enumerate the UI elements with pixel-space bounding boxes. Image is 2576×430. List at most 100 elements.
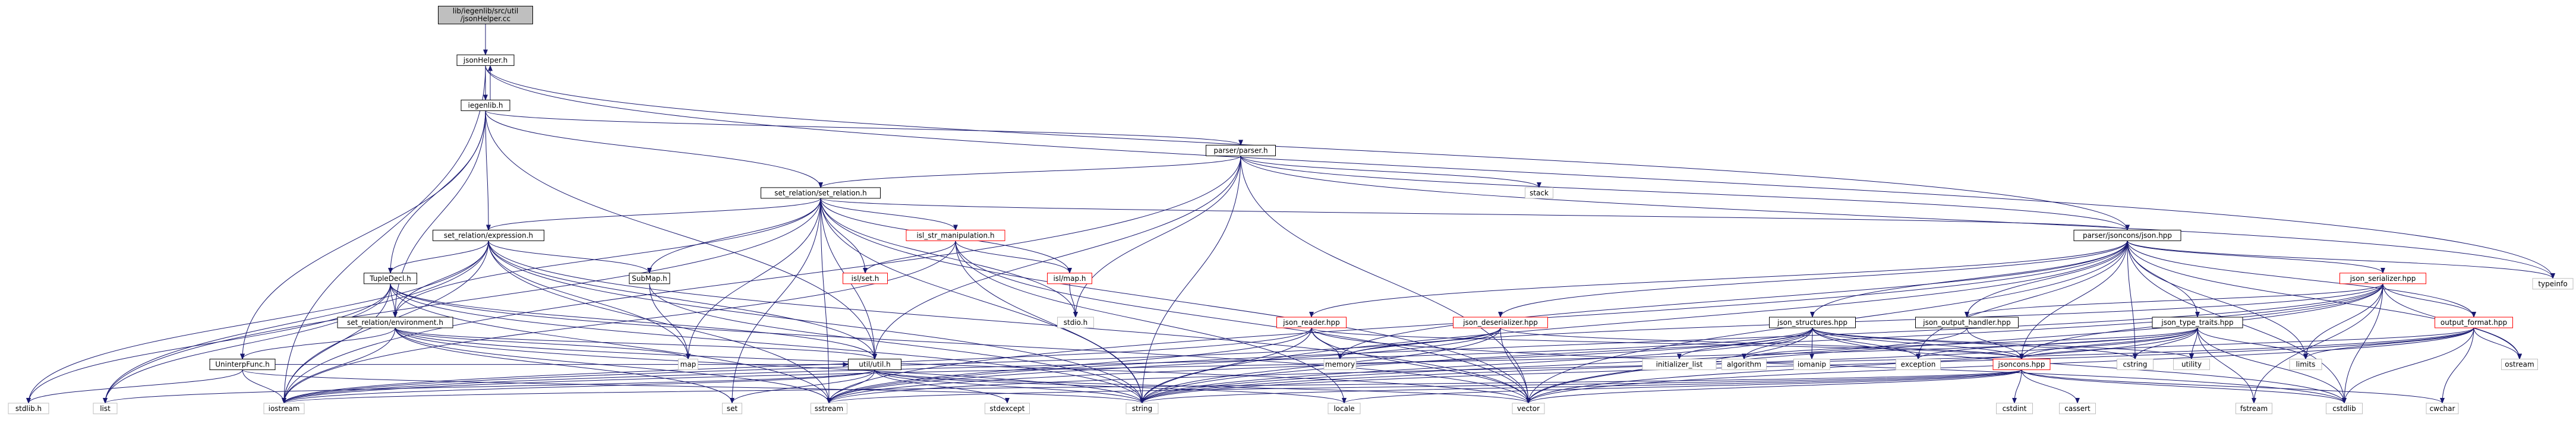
node-label: utility [2181,361,2202,369]
node-json-reader-hpp[interactable]: json_reader.hpp [1276,317,1347,328]
edge-set_relation_h-to-expression_h [486,198,821,231]
node-exception[interactable]: exception [1896,359,1941,371]
edge-output_format_hpp-to-ostream [2473,327,2522,360]
edge-jsoncons_hpp-to-vector [1526,369,2022,404]
edge-expression_h-to-vector [488,241,1531,404]
node-stdio-h[interactable]: stdio.h [1057,317,1094,328]
node-vector[interactable]: vector [1512,403,1545,415]
node-ostream[interactable]: ostream [2501,359,2538,371]
edge-util_h-to-vector [874,369,1531,404]
node-stdlib-h[interactable]: stdlib.h [8,403,49,415]
node-uninterpfunc-h[interactable]: UninterpFunc.h [209,359,276,371]
node-cstdlib[interactable]: cstdlib [2326,403,2363,415]
node-label: stdexcept [990,404,1025,413]
node-set[interactable]: set [722,403,742,415]
node-expression-h[interactable]: set_relation/expression.h [433,229,544,241]
edge-environment_h-to-string [395,327,1144,404]
node-json-output-handler-hpp[interactable]: json_output_handler.hpp [1915,317,2019,328]
node-memory[interactable]: memory [1323,359,1357,371]
node-cstring[interactable]: cstring [2117,359,2154,371]
node-submap-h[interactable]: SubMap.h [629,273,670,284]
edge-expression_h-to-submap_h [488,241,652,274]
edge-isl_map_h-to-stdio_h [1069,283,1078,318]
node-label: stdlib.h [15,404,42,413]
node-environment-h[interactable]: set_relation/environment.h [337,317,453,328]
edge-json_serializer_hpp-to-fstream [2252,283,2383,404]
edge-json_hpp-to-limits [2127,241,2308,360]
node-isl-set-h[interactable]: isl/set.h [843,273,888,284]
node-parser-h[interactable]: parser/parser.h [1206,144,1276,156]
edge-iegenlib_h-to-uninterpfunc_h [240,110,486,360]
node-box [1047,273,1092,284]
node-box [1125,403,1159,415]
node-root[interactable]: lib/iegenlib/src/util/jsonHelper.cc [438,5,533,24]
node-jsoncons-hpp[interactable]: jsoncons.hpp [1992,359,2051,371]
node-box [1896,359,1941,371]
edge-json_structures_hpp-to-cstdlib [1812,327,2347,404]
node-stdexcept[interactable]: stdexcept [985,403,1030,415]
node-locale[interactable]: locale [1328,403,1361,415]
node-sstream[interactable]: sstream [811,403,847,415]
edge-json_hpp-to-cstring [2127,241,2137,360]
edge-tupledecl_h-to-string [390,283,1144,404]
node-label: jsonHelper.h [463,56,508,64]
node-tupledecl-h[interactable]: TupleDecl.h [364,273,417,284]
graph-nodes: lib/iegenlib/src/util/jsonHelper.cc jsonH… [8,5,2574,415]
node-map[interactable]: map [678,359,698,371]
node-label: SubMap.h [632,274,667,283]
node-initializer-list[interactable]: initializer_list [1642,359,1717,371]
node-box [433,229,544,241]
dependency-edges [26,24,2555,404]
node-json-serializer-hpp[interactable]: json_serializer.hpp [2339,273,2426,284]
node-json-structures-hpp[interactable]: json_structures.hpp [1769,317,1856,328]
node-isl-map-h[interactable]: isl/map.h [1047,273,1092,284]
node-algorithm[interactable]: algorithm [1721,359,1767,371]
node-label: exception [1901,361,1936,369]
node-cstdint[interactable]: cstdint [1996,403,2033,415]
node-json-hpp[interactable]: parser/jsoncons/json.hpp [2073,229,2181,241]
node-iomanip[interactable]: iomanip [1793,359,1830,371]
node-set-relation-h[interactable]: set_relation/set_relation.h [761,187,881,199]
node-utility[interactable]: utility [2173,359,2210,371]
edge-json_serializer_hpp-to-vector [1526,283,2383,404]
edge-util_h-to-string [874,369,1144,404]
node-iostream[interactable]: iostream [263,403,305,415]
edge-json_structures_hpp-to-jsoncons_hpp [1812,327,2024,360]
node-json-deserializer-hpp[interactable]: json_deserializer.hpp [1453,317,1548,328]
edge-json_deserializer_hpp-to-vector [1500,327,1531,404]
node-cassert[interactable]: cassert [2059,403,2096,415]
node-limits[interactable]: limits [2289,359,2322,371]
node-cwchar[interactable]: cwchar [2426,403,2459,415]
edge-json_type_traits_hpp-to-fstream [2197,327,2256,404]
edge-json_hpp-to-json_output_handler_hpp [1965,241,2128,318]
node-box [461,99,510,111]
edge-json_reader_hpp-to-vector [1311,327,1531,404]
node-fstream[interactable]: fstream [2236,403,2272,415]
node-stack[interactable]: stack [1525,187,1553,199]
node-label: json_deserializer.hpp [1462,318,1538,327]
node-output-format-hpp[interactable]: output_format.hpp [2435,317,2513,328]
node-label: cwchar [2430,404,2455,413]
node-string[interactable]: string [1125,403,1159,415]
edge-util_h-to-iostream [282,369,875,404]
node-label: list [100,404,111,413]
node-label: vector [1517,404,1540,413]
node-typeinfo[interactable]: typeinfo [2532,278,2574,290]
node-label: json_type_traits.hpp [2161,318,2233,327]
node-isl-str-manip-h[interactable]: isl_str_manipulation.h [906,229,1005,241]
node-label: cassert [2064,404,2091,413]
edge-isl_str_manip_h-to-iostream [282,241,956,404]
node-util-h[interactable]: util/util.h [848,359,901,371]
edge-submap_h-to-string [649,283,1144,404]
node-jsonhelper-h[interactable]: jsonHelper.h [456,54,515,66]
edge-json_serializer_hpp-to-string [1140,283,2383,404]
edge-jsoncons_hpp-to-string [1140,369,2022,404]
node-iegenlib-h[interactable]: iegenlib.h [461,99,510,111]
node-json-type-traits-hpp[interactable]: json_type_traits.hpp [2152,317,2243,328]
node-box [1276,317,1347,328]
node-label: sstream [815,404,843,413]
node-list[interactable]: list [93,403,118,415]
edge-jsoncons_hpp-to-sstream [827,369,2022,404]
edge-json_serializer_hpp-to-memory [1338,283,2383,360]
node-box [364,273,417,284]
